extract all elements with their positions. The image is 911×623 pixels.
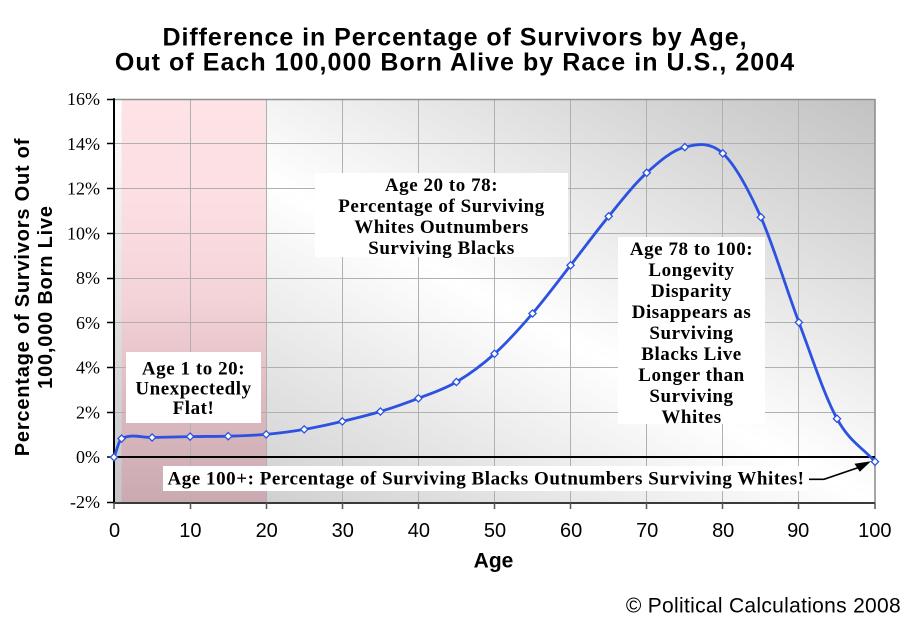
svg-text:0: 0 bbox=[109, 520, 120, 542]
svg-text:Whites Outnumbers: Whites Outnumbers bbox=[354, 217, 529, 238]
svg-text:60: 60 bbox=[560, 520, 582, 542]
svg-text:4%: 4% bbox=[76, 358, 100, 378]
svg-text:Disparity: Disparity bbox=[651, 281, 732, 302]
svg-text:20: 20 bbox=[256, 520, 278, 542]
svg-text:Percentage of Survivors Out of: Percentage of Survivors Out of bbox=[12, 138, 34, 457]
svg-text:Surviving Blacks: Surviving Blacks bbox=[368, 238, 515, 259]
svg-text:Surviving: Surviving bbox=[649, 386, 733, 407]
svg-text:Disappears as: Disappears as bbox=[632, 302, 752, 323]
svg-text:Age 1 to 20:: Age 1 to 20: bbox=[142, 358, 245, 379]
svg-text:0%: 0% bbox=[76, 447, 100, 467]
svg-text:Blacks Live: Blacks Live bbox=[641, 344, 742, 365]
svg-text:70: 70 bbox=[636, 520, 658, 542]
svg-text:10: 10 bbox=[179, 520, 201, 542]
svg-text:90: 90 bbox=[787, 520, 809, 542]
svg-text:30: 30 bbox=[332, 520, 354, 542]
svg-text:Out of Each 100,000 Born Alive: Out of Each 100,000 Born Alive by Race i… bbox=[115, 49, 795, 77]
svg-text:Flat!: Flat! bbox=[173, 398, 215, 419]
svg-text:12%: 12% bbox=[67, 179, 100, 199]
svg-text:Percentage of Surviving: Percentage of Surviving bbox=[338, 196, 545, 217]
svg-text:Whites: Whites bbox=[661, 407, 721, 428]
svg-text:50: 50 bbox=[484, 520, 506, 542]
svg-text:8%: 8% bbox=[76, 268, 100, 288]
svg-text:Unexpectedly: Unexpectedly bbox=[135, 378, 251, 399]
svg-text:80: 80 bbox=[712, 520, 734, 542]
svg-text:14%: 14% bbox=[67, 134, 100, 154]
svg-text:10%: 10% bbox=[67, 223, 100, 243]
svg-text:-2%: -2% bbox=[70, 492, 100, 512]
svg-text:Age 78 to 100:: Age 78 to 100: bbox=[630, 239, 753, 260]
svg-text:40: 40 bbox=[408, 520, 430, 542]
svg-text:100,000 Born Live: 100,000 Born Live bbox=[35, 205, 57, 389]
svg-text:Difference in Percentage of Su: Difference in Percentage of Survivors by… bbox=[162, 24, 747, 52]
svg-text:Age 100+: Percentage of Surviv: Age 100+: Percentage of Surviving Blacks… bbox=[167, 469, 804, 490]
svg-text:Longevity: Longevity bbox=[648, 260, 734, 281]
svg-text:6%: 6% bbox=[76, 313, 100, 333]
svg-text:2%: 2% bbox=[76, 402, 100, 422]
svg-text:Age: Age bbox=[474, 550, 514, 573]
svg-text:Age 20 to 78:: Age 20 to 78: bbox=[385, 175, 498, 196]
svg-text:16%: 16% bbox=[67, 89, 100, 109]
svg-text:100: 100 bbox=[858, 520, 891, 542]
svg-text:Surviving: Surviving bbox=[649, 323, 733, 344]
svg-text:© Political Calculations 2008: © Political Calculations 2008 bbox=[626, 595, 901, 618]
svg-text:Longer than: Longer than bbox=[638, 365, 745, 386]
